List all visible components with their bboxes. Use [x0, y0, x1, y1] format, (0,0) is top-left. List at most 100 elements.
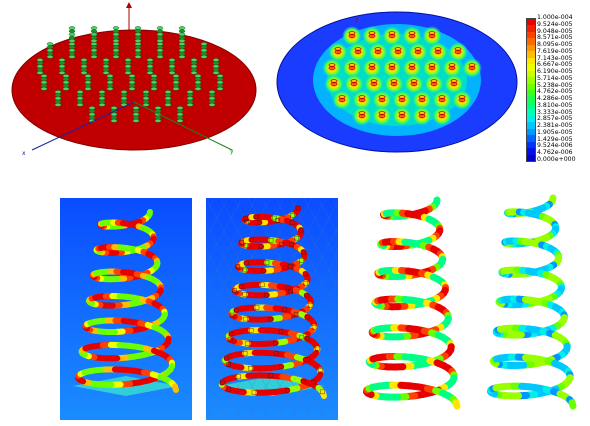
spring	[106, 74, 114, 91]
contour-z-label: z	[355, 17, 358, 24]
legend-swatch	[527, 148, 535, 156]
hotspot-coil	[368, 66, 376, 70]
hotspot	[392, 90, 412, 110]
legend-swatch	[527, 38, 535, 46]
hotspot	[392, 106, 412, 126]
legend-label: 5.714e-005	[537, 74, 573, 82]
hotspot-coil	[408, 66, 416, 70]
spring	[112, 26, 120, 43]
hotspot	[444, 74, 464, 94]
hotspot-coil	[398, 114, 406, 118]
hotspot-coil	[330, 82, 338, 86]
spring	[112, 42, 120, 59]
hotspot-coil	[328, 66, 336, 70]
hotspot	[432, 106, 452, 126]
legend-label: 3.810e-005	[537, 101, 573, 109]
spring	[110, 106, 118, 123]
legend-label: 2.381e-005	[537, 122, 573, 130]
spring	[146, 58, 154, 75]
legend-label: 9.524e-006	[537, 142, 573, 150]
legend-label: 1.905e-005	[537, 128, 573, 136]
hotspot	[372, 90, 392, 110]
legend-swatch	[527, 135, 535, 143]
hotspot-coil	[378, 114, 386, 118]
spring	[88, 106, 96, 123]
legend-swatch	[527, 77, 535, 85]
hotspot	[342, 58, 362, 78]
spring	[36, 58, 44, 75]
spring	[178, 26, 186, 43]
legend-label: 4.762e-005	[537, 88, 573, 96]
hotspot	[348, 42, 368, 62]
hotspot	[408, 42, 428, 62]
hotspot	[352, 106, 372, 126]
hotspot-coil	[334, 50, 342, 54]
hotspot	[324, 74, 344, 94]
hotspot	[442, 58, 462, 78]
legend-label: 6.667e-005	[537, 61, 573, 69]
legend-swatch	[527, 115, 535, 123]
spring	[68, 42, 76, 59]
hotspot-coil	[430, 82, 438, 86]
spring-closeup-1	[60, 198, 192, 420]
hotspot-coil	[428, 34, 436, 38]
spring	[132, 106, 140, 123]
hotspot-coil	[454, 50, 462, 54]
spring	[68, 26, 76, 43]
spring	[98, 90, 106, 107]
hotspot	[322, 58, 342, 78]
legend-swatch	[527, 122, 535, 130]
spring-closeup-2-mesh	[206, 198, 338, 420]
spring	[90, 26, 98, 43]
spring	[154, 106, 162, 123]
spring	[186, 90, 194, 107]
hotspot-coil	[378, 98, 386, 102]
hotspot-coil	[438, 98, 446, 102]
hotspot	[362, 26, 382, 46]
hotspot-coil	[414, 50, 422, 54]
legend-label: 7.143e-005	[537, 54, 573, 62]
z-axis-arrow	[126, 2, 132, 8]
legend-label: 2.857e-005	[537, 115, 573, 123]
spring	[216, 74, 224, 91]
legend-label: 5.238e-005	[537, 81, 573, 89]
spring	[76, 90, 84, 107]
legend-label: 8.571e-005	[537, 34, 573, 42]
legend-label: 1.000e-004	[537, 14, 573, 21]
hotspot-coil	[368, 34, 376, 38]
hotspot	[412, 106, 432, 126]
spring	[164, 90, 172, 107]
hotspot-coil	[348, 66, 356, 70]
spring-array	[36, 26, 224, 123]
legend-label: 9.048e-005	[537, 27, 573, 35]
legend-label: 7.619e-005	[537, 47, 573, 55]
color-legend: 1.000e-004 9.524e-005 9.048e-005 8.571e-005…	[524, 14, 590, 166]
hotspot-coil	[354, 50, 362, 54]
y-axis-label: y	[230, 148, 234, 155]
hotspot	[428, 42, 448, 62]
spring	[194, 74, 202, 91]
spring	[62, 74, 70, 91]
hotspot-coil	[390, 82, 398, 86]
legend-label: 8.095e-005	[537, 41, 573, 49]
spring	[54, 90, 62, 107]
hotspot	[452, 90, 472, 110]
legend-swatch	[527, 44, 535, 52]
hotspot	[342, 26, 362, 46]
contour-plot-view: z	[272, 2, 522, 162]
spring	[124, 58, 132, 75]
spring	[156, 42, 164, 59]
spring	[120, 90, 128, 107]
hotspot-coil	[394, 50, 402, 54]
hotspot	[362, 58, 382, 78]
spring	[134, 26, 142, 43]
spring-closeup-4	[476, 190, 586, 422]
spring	[172, 74, 180, 91]
helical-spring	[363, 196, 461, 410]
spring	[142, 90, 150, 107]
legend-swatch	[527, 51, 535, 59]
legend-swatch	[527, 96, 535, 104]
hotspot-coil	[418, 98, 426, 102]
hotspot	[422, 58, 442, 78]
hotspot-coil	[358, 98, 366, 102]
